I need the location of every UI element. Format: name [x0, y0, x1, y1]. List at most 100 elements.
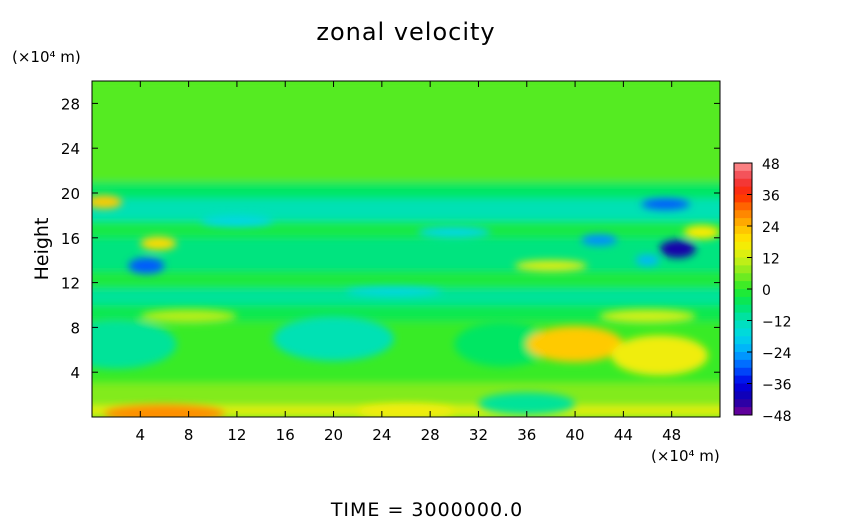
- field-blob: [418, 226, 491, 238]
- colorbar-swatch: [734, 273, 752, 282]
- colorbar-swatch: [734, 375, 752, 384]
- y-tick-label: 12: [61, 275, 80, 293]
- y-tick-label: 8: [70, 319, 80, 337]
- y-tick-label: 16: [61, 230, 80, 248]
- field-blob: [140, 309, 237, 323]
- colorbar-swatch: [734, 163, 752, 172]
- field-blob: [92, 319, 177, 369]
- x-unit-label: (×10⁴ m): [651, 447, 720, 465]
- colorbar-label: −48: [762, 409, 792, 425]
- colorbar-label: 24: [762, 220, 780, 236]
- colorbar-swatch: [734, 344, 752, 353]
- colorbar-swatch: [734, 399, 752, 408]
- field-blob: [599, 309, 696, 323]
- colorbar-swatch: [734, 383, 752, 392]
- colorbar-swatch: [734, 194, 752, 203]
- field-blob: [200, 215, 274, 227]
- colorbar-swatch: [734, 186, 752, 195]
- colorbar-swatch: [734, 170, 752, 180]
- colorbar-label: 12: [762, 252, 780, 268]
- x-tick-label: 28: [421, 426, 440, 444]
- x-tick-label: 12: [227, 426, 246, 444]
- chart-title: zonal velocity: [316, 18, 495, 46]
- time-footer: TIME = 3000000.0: [330, 499, 523, 519]
- colorbar-swatch: [734, 304, 752, 314]
- field-band: [92, 288, 720, 305]
- plot-frame: [91, 80, 721, 418]
- field-band: [92, 81, 720, 182]
- colorbar-swatch: [734, 391, 752, 400]
- field-band: [92, 271, 720, 289]
- colorbar-swatch: [734, 241, 752, 251]
- field-blob: [611, 335, 708, 376]
- y-axis-label: Height: [31, 218, 53, 281]
- colorbar-swatch: [734, 226, 752, 235]
- y-tick-label: 28: [61, 95, 80, 113]
- colorbar-swatch: [734, 296, 752, 306]
- field-blob: [635, 254, 660, 266]
- colorbar-swatch: [734, 210, 752, 219]
- field-blob: [345, 287, 443, 297]
- colorbar-swatch: [734, 257, 752, 266]
- colorbar-swatch: [734, 352, 752, 361]
- field-blob: [478, 392, 576, 415]
- x-tick-label: 40: [566, 426, 585, 444]
- field-band: [92, 198, 720, 221]
- colorbar-swatch: [734, 178, 752, 188]
- colorbar-label: −24: [762, 346, 792, 362]
- x-tick-label: 20: [324, 426, 343, 444]
- colorbar-swatch: [734, 218, 752, 227]
- x-tick-label: 4: [136, 426, 146, 444]
- colorbar-swatch: [734, 367, 752, 377]
- y-tick-label: 24: [61, 140, 80, 158]
- colorbar-label: −12: [762, 315, 792, 331]
- colorbar-swatch: [734, 359, 752, 369]
- colorbar-label: −36: [762, 378, 792, 394]
- colorbar-swatch: [734, 312, 752, 321]
- colorbar-swatch: [734, 265, 752, 274]
- field-blob: [581, 234, 618, 246]
- field-blob: [454, 321, 551, 367]
- field-blob: [526, 326, 624, 363]
- colorbar-swatch: [734, 336, 752, 345]
- y-tick-label: 20: [61, 185, 80, 203]
- y-unit-label: (×10⁴ m): [12, 48, 81, 66]
- field-blob: [140, 236, 177, 251]
- field-blob: [641, 198, 690, 210]
- field-band: [92, 181, 720, 199]
- colorbar-swatch: [734, 289, 752, 298]
- field-band: [92, 305, 720, 322]
- field-blob: [273, 316, 394, 361]
- x-tick-label: 36: [517, 426, 536, 444]
- field-blob: [514, 260, 588, 272]
- x-tick-label: 48: [662, 426, 681, 444]
- colorbar-swatch: [734, 202, 752, 211]
- colorbar-swatch: [734, 281, 752, 290]
- field-band: [92, 221, 720, 238]
- colorbar-label: 48: [762, 157, 780, 173]
- x-tick-label: 8: [184, 426, 194, 444]
- field-blob: [92, 195, 123, 209]
- x-tick-label: 32: [469, 426, 488, 444]
- y-tick-label: 4: [70, 364, 80, 382]
- colorbar-label: 0: [762, 283, 771, 299]
- colorbar-swatch: [734, 328, 752, 337]
- colorbar-swatch: [734, 320, 752, 329]
- x-tick-label: 44: [614, 426, 633, 444]
- field-band: [92, 237, 720, 272]
- colorbar: 48 36 24 12 0 −12 −24 −36 −48: [733, 157, 792, 425]
- field-blob: [104, 404, 225, 417]
- colorbar-swatch: [734, 407, 752, 416]
- field-blob: [659, 240, 696, 258]
- colorbar-swatch: [734, 249, 752, 258]
- field-blob: [128, 257, 165, 274]
- colorbar-label: 36: [762, 189, 780, 205]
- field-band: [92, 383, 720, 406]
- x-tick-label: 16: [276, 426, 295, 444]
- colorbar-swatch: [734, 233, 752, 243]
- x-tick-label: 24: [372, 426, 391, 444]
- heatmap-field: [92, 81, 720, 417]
- field-blob: [683, 225, 720, 239]
